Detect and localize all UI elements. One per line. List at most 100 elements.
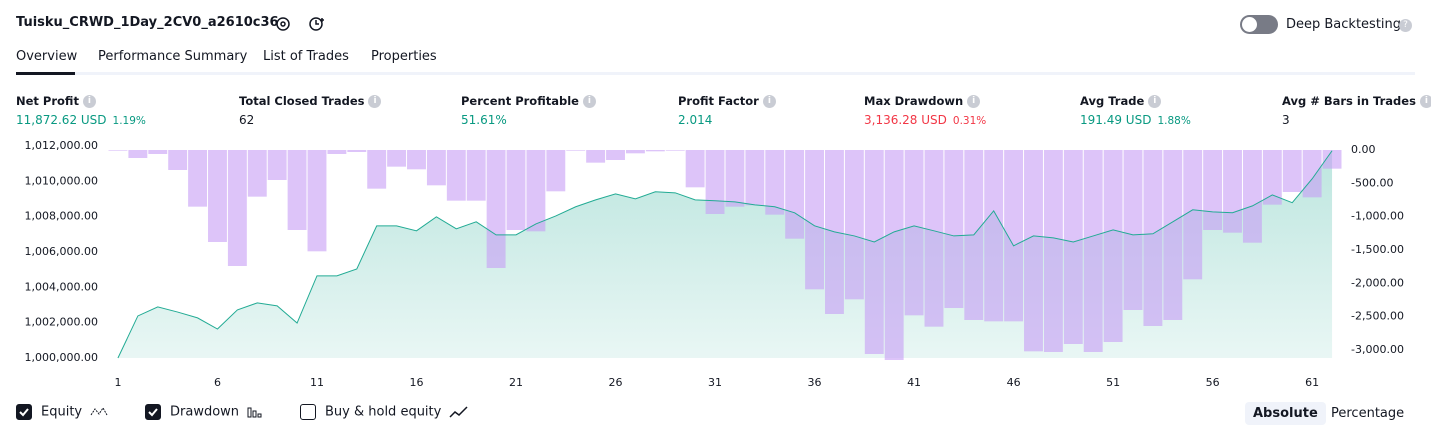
y-tick-label: 1,010,000.00 — [25, 174, 98, 187]
drawdown-bar — [307, 150, 327, 252]
drawdown-bar — [108, 150, 128, 151]
mode-button[interactable]: Absolute — [1245, 402, 1326, 425]
metric-value-text: 3,136.28 USD — [864, 113, 947, 127]
drawdown-bar — [1163, 150, 1183, 320]
info-icon[interactable]: i — [1148, 95, 1162, 108]
mode-button[interactable]: Percentage — [1331, 406, 1405, 421]
drawdown-bar — [1103, 150, 1123, 342]
metric-percent: 0.31% — [952, 115, 987, 127]
drawdown-bar — [725, 150, 745, 207]
drawdown-bar — [466, 150, 486, 201]
drawdown-bar — [1223, 150, 1242, 233]
checkbox[interactable] — [16, 404, 32, 420]
drawdown-bar — [645, 150, 665, 152]
y-tick-label: 1,008,000.00 — [25, 210, 98, 223]
check — [19, 408, 29, 417]
metric-label: Max Drawdown i — [864, 94, 981, 108]
metric-value-text: 11,872.62 USD — [16, 113, 107, 127]
drawdown-bar — [1183, 150, 1203, 280]
header-icons — [276, 17, 324, 31]
y-tick-label: 1,004,000.00 — [25, 280, 98, 293]
drawdown-bar — [208, 150, 227, 242]
x-tick-label: 16 — [409, 376, 423, 389]
x-tick-label: 31 — [708, 376, 722, 389]
info-icon[interactable]: i — [368, 95, 382, 108]
tab[interactable]: Performance Summary — [98, 49, 248, 64]
info-icon[interactable]: i — [82, 95, 96, 108]
check — [148, 408, 158, 417]
drawdown-bar — [188, 150, 208, 207]
drawdown-bar — [168, 150, 188, 170]
drawdown-bar — [805, 150, 825, 290]
drawdown-bar — [566, 150, 586, 151]
checkbox[interactable] — [145, 404, 161, 420]
metric-label-text: Percent Profitable — [461, 94, 579, 108]
toggle[interactable]: Buy & hold equity — [300, 404, 469, 420]
drawdown-bar — [367, 150, 387, 189]
drawdown-bar — [267, 150, 287, 180]
drawdown-bar — [446, 150, 466, 201]
info-icon[interactable]: i — [582, 95, 596, 108]
drawdown-bar — [884, 150, 904, 360]
x-tick-label: 26 — [609, 376, 623, 389]
metric-value-text: 51.61% — [461, 113, 507, 127]
tab[interactable]: Overview — [16, 49, 78, 64]
toggle[interactable]: Equity — [16, 404, 110, 420]
drawdown-bar — [546, 150, 566, 192]
metric-value-text: 2.014 — [678, 113, 713, 127]
drawdown-bar — [606, 150, 625, 160]
metric-value-text: 3 — [1282, 113, 1290, 127]
deep-backtesting-toggle[interactable] — [1240, 15, 1278, 34]
metric-value: 11,872.62 USD 1.19% — [16, 113, 146, 127]
metric-value: 2.014 — [678, 113, 712, 127]
checkbox[interactable] — [300, 404, 316, 420]
info-icon[interactable]: i — [762, 95, 776, 108]
info-icon[interactable]: i — [967, 95, 981, 108]
y2-tick-label: -2,000.00 — [1351, 276, 1404, 289]
y2-tick-label: -500.00 — [1351, 176, 1393, 189]
tab[interactable]: Properties — [371, 49, 437, 64]
metric-label-text: Total Closed Trades — [239, 94, 365, 108]
toggle-label: Buy & hold equity — [325, 404, 442, 420]
toggle[interactable]: Drawdown — [145, 404, 267, 420]
drawdown-bar — [486, 150, 506, 268]
metric-label: Avg Trade i — [1080, 94, 1162, 108]
metric-label: Profit Factor i — [678, 94, 776, 108]
metric-label-text: Net Profit — [16, 94, 79, 108]
drawdown-bar — [1083, 150, 1103, 352]
drawdown-bar — [665, 150, 685, 151]
x-tick-label: 56 — [1206, 376, 1220, 389]
info-icon[interactable]: i — [1419, 95, 1431, 108]
y2-tick-label: -3,000.00 — [1351, 343, 1404, 356]
drawdown-bar — [1123, 150, 1143, 310]
metric-percent: 1.88% — [1157, 115, 1191, 127]
metric-label: Avg # Bars in Trades i — [1282, 94, 1431, 108]
drawdown-bar — [287, 150, 307, 230]
drawdown-bar — [227, 150, 247, 266]
metric-value-text: 191.49 USD — [1080, 113, 1152, 127]
drawdown-bar — [785, 150, 805, 239]
x-tick-label: 61 — [1305, 376, 1319, 389]
toggle-icon — [441, 405, 469, 420]
metric-label: Percent Profitable i — [461, 94, 596, 108]
help-icon[interactable]: ? — [1399, 19, 1412, 32]
metric-label: Net Profit i — [16, 94, 96, 108]
drawdown-bar — [1043, 150, 1063, 352]
metric-label-text: Profit Factor — [678, 94, 759, 108]
drawdown-bar — [347, 150, 367, 152]
drawdown-bar — [148, 150, 168, 154]
x-tick-label: 41 — [907, 376, 921, 389]
toggle-icon — [82, 405, 110, 420]
chart: 1,000,000.00 1,002,000.00 1,004,000.00 1,00… — [25, 139, 1404, 389]
drawdown-bar — [247, 150, 267, 197]
y2-tick-label: 0.00 — [1351, 143, 1376, 156]
drawdown-bar — [844, 150, 864, 300]
drawdown-bar — [327, 150, 347, 154]
tab[interactable]: List of Trades — [263, 49, 349, 64]
strategy-title: Tuisku_CRWD_1Day_2CV0_a2610c36 — [16, 15, 279, 30]
drawdown-bar — [625, 150, 645, 154]
x-tick-label: 1 — [114, 376, 121, 389]
drawdown-bar — [1203, 150, 1223, 230]
drawdown-bar — [1063, 150, 1083, 344]
